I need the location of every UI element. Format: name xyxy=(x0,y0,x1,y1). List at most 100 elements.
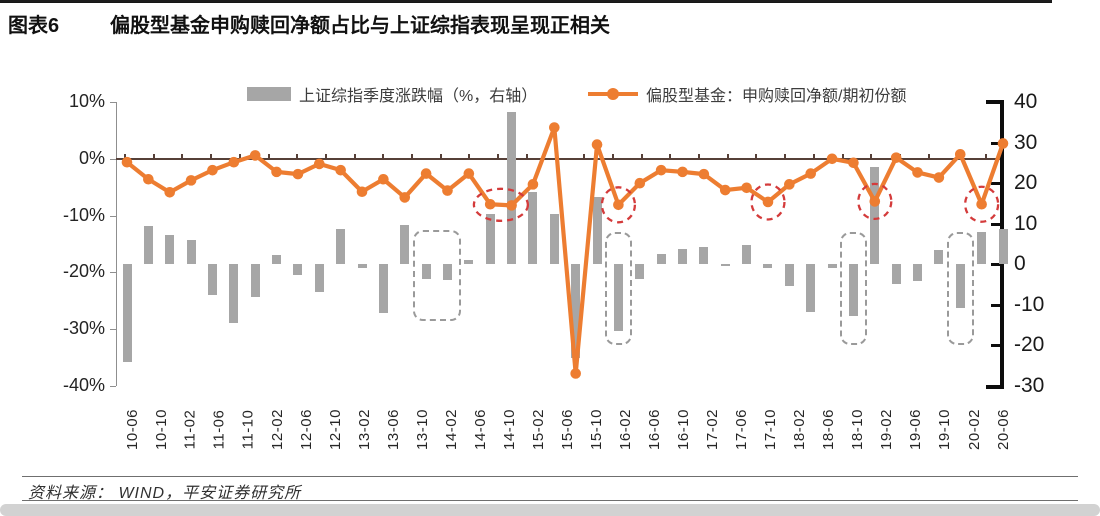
category-tick xyxy=(152,153,155,159)
bar xyxy=(656,254,666,265)
line-marker xyxy=(997,138,1009,149)
line-marker xyxy=(655,164,667,176)
left-axis-tick xyxy=(110,386,116,387)
bar xyxy=(165,235,175,265)
bar xyxy=(122,264,132,362)
category-tick xyxy=(870,153,873,159)
right-axis-tick xyxy=(991,263,1000,267)
legend-label: 偏股型基金：申购赎回净额/期初份额 xyxy=(646,88,907,105)
line-marker xyxy=(741,182,752,194)
bar-swatch-icon xyxy=(247,87,291,101)
x-axis-label: 16-10 xyxy=(654,396,714,462)
x-axis-label: 18-06 xyxy=(799,396,859,462)
right-axis-tick-label: 40 xyxy=(1014,90,1038,113)
right-axis-tick xyxy=(991,141,1000,145)
x-axis-label: 18-10 xyxy=(828,396,888,462)
category-tick xyxy=(525,153,528,159)
line-marker xyxy=(335,164,346,176)
x-axis-label-text: 18-10 xyxy=(849,408,867,450)
category-tick xyxy=(439,153,442,159)
x-axis-label-text: 11-06 xyxy=(210,409,228,449)
bar xyxy=(635,264,645,279)
bar xyxy=(699,247,709,265)
left-axis-tick xyxy=(110,329,116,331)
line-marker xyxy=(570,368,581,379)
x-axis-label-text: 11-10 xyxy=(239,409,257,449)
line-marker xyxy=(143,173,154,185)
highlight-circle xyxy=(750,183,786,221)
category-tick xyxy=(583,153,586,159)
x-axis-label-text: 12-06 xyxy=(297,408,315,450)
x-axis-label: 15-02 xyxy=(508,396,568,462)
category-tick xyxy=(669,153,672,159)
bar xyxy=(678,248,687,265)
left-axis-tick-label: 10% xyxy=(68,91,105,111)
bar xyxy=(272,254,282,265)
bar xyxy=(763,264,773,268)
bar xyxy=(528,192,538,265)
category-tick xyxy=(640,153,643,159)
bar xyxy=(421,264,431,280)
x-axis-label-text: 17-06 xyxy=(733,408,751,450)
line-marker xyxy=(549,122,560,133)
x-axis-label-text: 18-06 xyxy=(820,408,838,450)
right-axis-tick-label: 20 xyxy=(1014,171,1038,195)
x-axis-label: 14-02 xyxy=(421,396,481,462)
fund-net-subscription-line xyxy=(124,125,1006,376)
x-axis-label: 13-06 xyxy=(363,396,423,462)
bar xyxy=(913,264,923,281)
x-axis-label-text: 14-06 xyxy=(471,408,489,450)
x-axis-label: 14-10 xyxy=(479,396,539,462)
bar xyxy=(143,226,153,265)
line-marker xyxy=(805,168,817,179)
bar xyxy=(891,264,901,285)
bar xyxy=(848,264,858,316)
x-axis-label-text: 16-06 xyxy=(646,408,664,450)
x-axis-label: 13-10 xyxy=(392,396,452,462)
right-axis-tick xyxy=(991,303,1000,307)
category-tick xyxy=(898,153,901,159)
highlight-rect xyxy=(412,229,461,322)
bar xyxy=(336,229,346,265)
x-axis-label-text: 15-10 xyxy=(588,408,606,450)
x-axis-label: 17-06 xyxy=(712,396,772,462)
bar xyxy=(784,264,794,286)
zero-baseline xyxy=(116,157,1000,160)
line-marker xyxy=(634,177,646,189)
category-tick xyxy=(353,153,356,159)
bar xyxy=(592,197,602,265)
x-axis-label-text: 15-06 xyxy=(559,408,576,450)
category-tick xyxy=(611,153,614,159)
line-marker xyxy=(976,198,987,210)
x-axis-label: 10-06 xyxy=(102,396,162,462)
x-axis-label-text: 17-10 xyxy=(762,408,780,450)
bar xyxy=(464,260,474,265)
x-axis-label: 19-06 xyxy=(886,396,946,462)
source-rule-bottom xyxy=(22,500,1078,501)
line-marker xyxy=(356,186,368,198)
x-axis-label: 10-10 xyxy=(131,396,191,462)
line-marker xyxy=(954,148,966,160)
line-marker xyxy=(207,164,218,176)
figure-tag: 图表6 xyxy=(8,15,60,37)
bar xyxy=(207,264,217,296)
right-axis-tick xyxy=(991,344,1000,348)
source-text: 资料来源： WIND，平安证券研究所 xyxy=(28,485,302,502)
x-axis-label: 12-02 xyxy=(247,396,307,462)
x-axis-label: 18-02 xyxy=(770,396,830,462)
line-marker xyxy=(890,152,902,163)
line-swatch-icon xyxy=(588,88,638,100)
category-tick xyxy=(238,153,241,159)
bar xyxy=(870,166,880,265)
right-axis-tick xyxy=(991,222,1000,226)
header-rule xyxy=(0,0,1052,2)
line-marker xyxy=(719,184,731,196)
bar xyxy=(742,245,752,265)
line-marker xyxy=(869,196,881,207)
highlight-circle xyxy=(857,182,893,221)
bar xyxy=(977,231,987,265)
x-axis-label-text: 10-06 xyxy=(123,408,141,450)
bar xyxy=(806,264,816,312)
x-axis-label: 12-10 xyxy=(305,396,365,462)
right-axis-tick-label: 10 xyxy=(1014,211,1038,235)
